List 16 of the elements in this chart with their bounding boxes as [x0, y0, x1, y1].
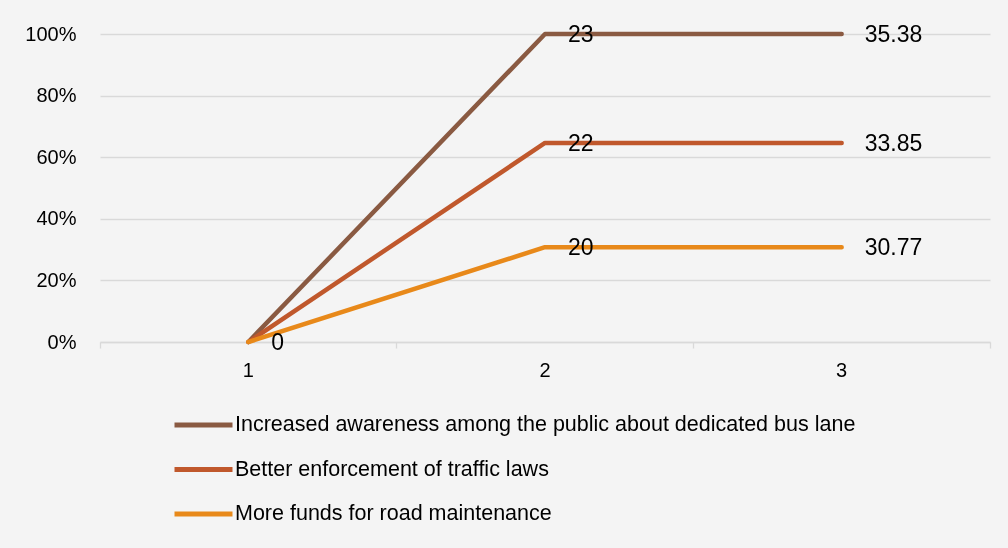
annotation: 30.77: [864, 234, 923, 261]
y-tick-label: 60%: [36, 145, 77, 168]
y-tick-label: 80%: [36, 84, 77, 107]
y-tick-label: 20%: [36, 268, 77, 291]
annotation: 35.38: [864, 21, 923, 47]
annotation: 33.85: [864, 129, 923, 156]
legend-label: Better enforcement of traffic laws: [235, 456, 549, 481]
y-tick-label: 40%: [36, 207, 77, 230]
y-tick-label: 0%: [47, 330, 77, 353]
legend-label: More funds for road maintenance: [235, 501, 552, 525]
annotation: 0: [271, 329, 285, 355]
x-tick-label: 1: [242, 358, 254, 381]
legend-label: Increased awareness among the public about dedicated bus lane: [235, 412, 856, 436]
y-tick-label: 100%: [25, 22, 77, 45]
x-tick-label: 2: [539, 358, 551, 381]
x-tick-label: 3: [836, 358, 848, 381]
